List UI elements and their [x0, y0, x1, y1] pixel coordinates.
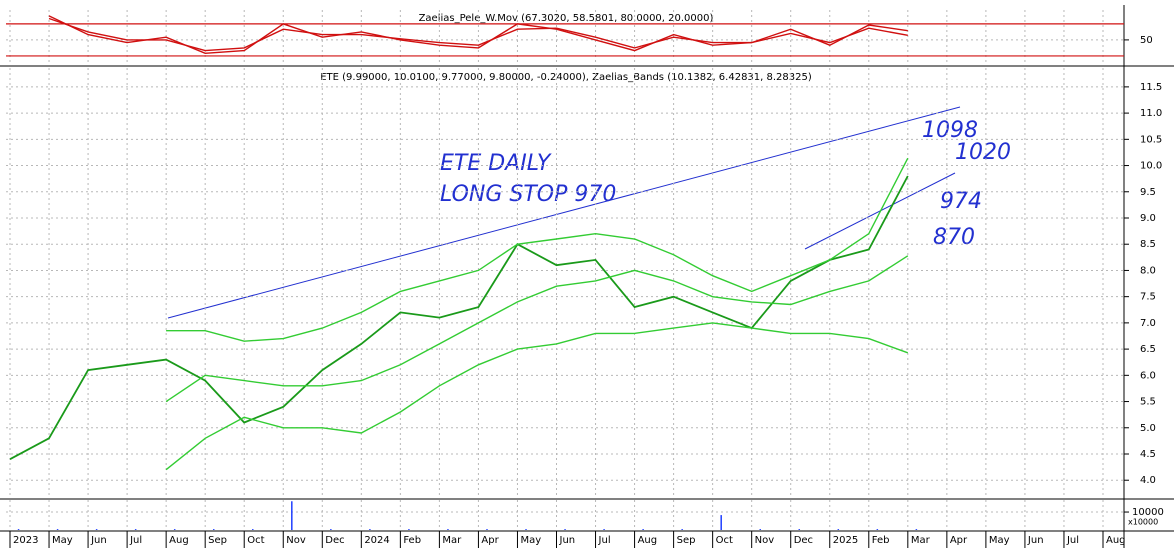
bar	[134, 529, 137, 530]
annotation: LONG STOP 970	[440, 182, 616, 207]
bar	[95, 529, 98, 530]
x-tick-label: Jun	[559, 535, 576, 546]
x-tick-label: Mar	[911, 535, 931, 546]
y-tick-label: 8.5	[1140, 239, 1156, 250]
y-tick-label: 9.5	[1140, 187, 1156, 198]
x-tick-label: Sep	[677, 535, 696, 546]
x-tick-label: Nov	[755, 535, 775, 546]
bar	[56, 529, 59, 530]
bar	[369, 529, 371, 530]
x-tick-label: May	[520, 535, 541, 546]
unit-label: x10000	[1128, 518, 1158, 527]
y-tick-label: 4.0	[1140, 475, 1156, 486]
x-tick-label: 2023	[13, 535, 38, 546]
x-tick-label: Oct	[716, 535, 733, 546]
x-tick-label: Aug	[638, 535, 658, 546]
series-line	[165, 322, 909, 471]
x-tick-label: Dec	[325, 535, 344, 546]
bar	[837, 529, 840, 530]
y-tick-label: 9.0	[1140, 213, 1156, 224]
bar	[681, 529, 683, 530]
y-tick-label: 6.0	[1140, 370, 1156, 381]
bar	[876, 529, 879, 530]
x-tick-label: Feb	[872, 535, 890, 546]
x-tick-label: Nov	[286, 535, 306, 546]
x-tick-label: Jul	[598, 535, 611, 546]
series-line	[48, 15, 908, 55]
series-line	[165, 255, 909, 403]
bar	[17, 529, 20, 530]
x-tick-label: 2024	[364, 535, 389, 546]
bar	[212, 529, 215, 530]
series-line	[9, 175, 909, 460]
y-tick-label: 7.5	[1140, 292, 1156, 303]
y-tick-label: 5.0	[1140, 423, 1156, 434]
x-tick-label: Dec	[794, 535, 813, 546]
bar	[173, 529, 176, 530]
bar	[291, 501, 293, 530]
annotation: 1020	[955, 140, 1011, 165]
bar	[603, 529, 605, 530]
y-tick-label: 10.0	[1140, 161, 1162, 172]
y-tick-label: 50	[1140, 35, 1153, 46]
x-tick-label: Aug	[1106, 535, 1126, 546]
y-tick-label: 11.0	[1140, 108, 1162, 119]
y-tick-label: 7.0	[1140, 318, 1156, 329]
annotation: 870	[933, 225, 975, 250]
annotation: ETE DAILY	[440, 151, 552, 176]
bar	[915, 529, 918, 530]
y-tick-label: 10.5	[1140, 134, 1162, 145]
annotation: 974	[940, 189, 982, 214]
indicator-title: Zaelias_Pele_W.Mov (67.3020, 58.5801, 80…	[419, 13, 714, 24]
x-tick-label: Apr	[950, 535, 968, 546]
price-title: ETE (9.99000, 10.0100, 9.77000, 9.80000,…	[320, 72, 812, 83]
x-tick-label: 2025	[833, 535, 858, 546]
series-line	[166, 157, 909, 342]
x-tick-label: Jun	[90, 535, 107, 546]
trend-line	[167, 106, 961, 319]
y-tick-label: 10000	[1132, 507, 1164, 518]
bar	[447, 529, 449, 530]
series-line	[48, 17, 908, 52]
bar	[525, 529, 527, 530]
x-tick-label: Sep	[208, 535, 227, 546]
x-tick-label: May	[52, 535, 73, 546]
bar	[486, 529, 488, 530]
x-tick-label: Jun	[1027, 535, 1044, 546]
x-tick-label: Apr	[481, 535, 499, 546]
x-tick-label: May	[989, 535, 1010, 546]
x-tick-label: Jul	[1066, 535, 1079, 546]
x-tick-label: Oct	[247, 535, 264, 546]
y-tick-label: 11.5	[1140, 82, 1162, 93]
bar	[564, 529, 566, 530]
x-tick-label: Aug	[169, 535, 189, 546]
y-tick-label: 6.5	[1140, 344, 1156, 355]
bar	[330, 529, 332, 530]
y-tick-label: 4.5	[1140, 449, 1156, 460]
bar	[720, 515, 722, 530]
bar	[408, 529, 410, 530]
bar	[642, 529, 644, 530]
y-tick-label: 8.0	[1140, 265, 1156, 276]
bar	[252, 529, 254, 530]
x-tick-label: Jul	[129, 535, 142, 546]
y-tick-label: 5.5	[1140, 397, 1156, 408]
bar	[798, 529, 801, 530]
bar	[759, 529, 761, 530]
x-tick-label: Feb	[403, 535, 421, 546]
x-tick-label: Mar	[442, 535, 462, 546]
